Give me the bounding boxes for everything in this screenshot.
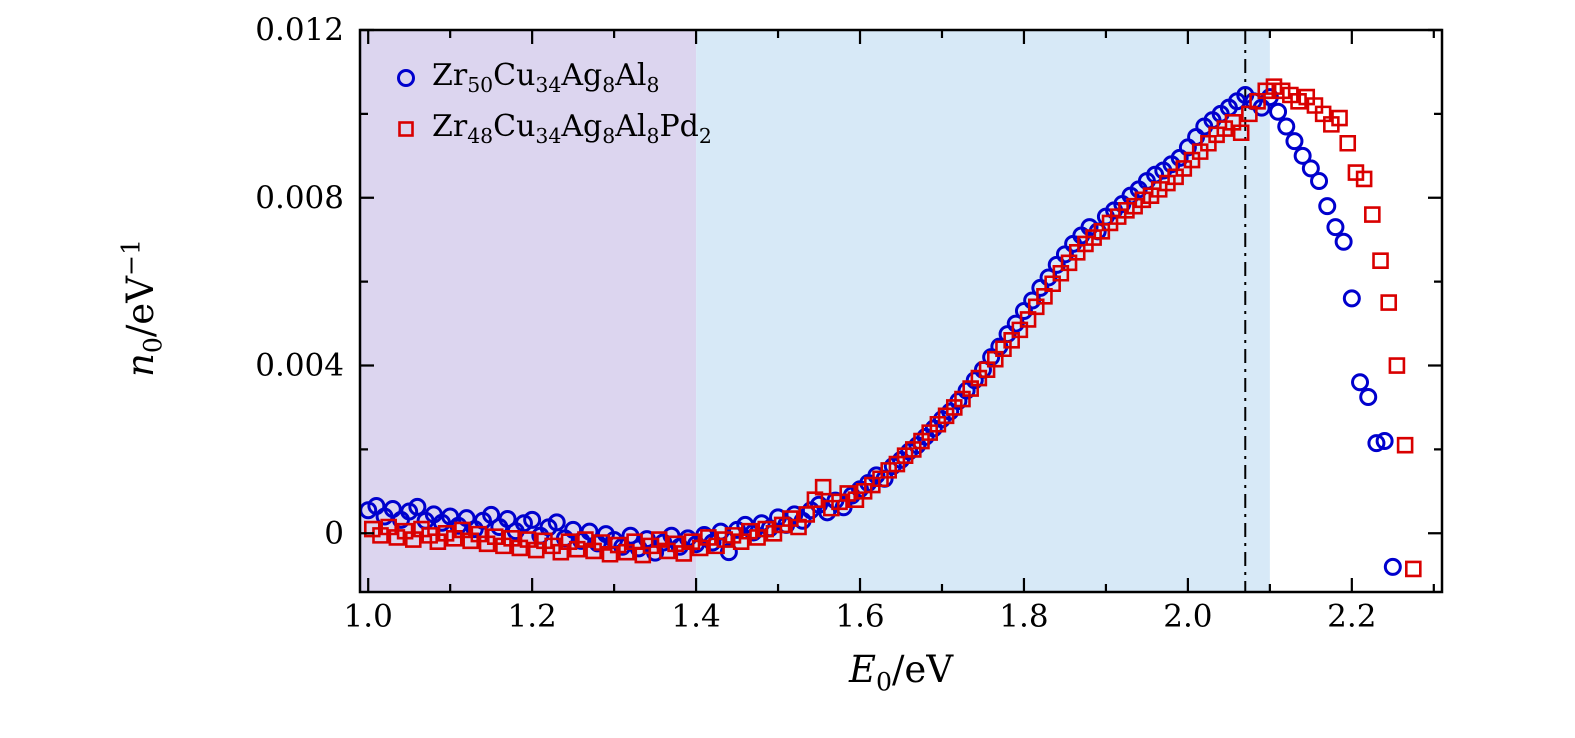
x-tick-label: 1.6 [835, 598, 884, 634]
y-tick-label: 0 [324, 515, 344, 551]
series-1-markers [359, 86, 1402, 576]
legend-label-1: Zr50Cu34Ag8Al8 [432, 58, 660, 97]
x-tick-label: 2.0 [1163, 598, 1212, 634]
y-axis-title: n0/eV−1 [117, 239, 168, 377]
x-axis-title-subscript: 0 [875, 667, 892, 697]
y-axis-title-subscript: 0 [138, 337, 168, 354]
legend-label-2: Zr48Cu34Ag8Al8Pd2 [432, 109, 712, 149]
legend-circle-glyph [397, 68, 415, 87]
y-axis-title-superscript: −1 [116, 238, 146, 277]
legend-square-marker-icon [398, 121, 414, 138]
x-tick-label: 1.0 [344, 598, 393, 634]
x-tick-label: 1.8 [999, 598, 1048, 634]
x-axis-title-variable: E [848, 648, 876, 691]
plot-frame [358, 28, 1444, 594]
x-tick-label: 2.2 [1327, 598, 1376, 634]
x-axis-title: E0/eV [360, 648, 1442, 696]
legend-item-2: Zr48Cu34Ag8Al8Pd2 [392, 109, 712, 148]
legend-square-glyph [398, 121, 414, 138]
legend: Zr50Cu34Ag8Al8 Zr48Cu34Ag8Al8Pd2 [392, 58, 712, 149]
y-axis-title-variable: n [118, 353, 162, 378]
x-tick-label: 1.4 [671, 598, 720, 634]
y-tick-label: 0.012 [255, 12, 344, 48]
y-tick-label: 0.008 [255, 180, 344, 216]
series-2-markers [363, 78, 1422, 578]
x-tick-label: 1.2 [507, 598, 556, 634]
y-tick-label: 0.004 [255, 348, 344, 384]
legend-circle-marker-icon [397, 68, 415, 87]
background-region-2 [696, 30, 1270, 592]
legend-item-1: Zr50Cu34Ag8Al8 [392, 58, 712, 97]
y-axis-title-units: /eV [118, 276, 162, 338]
x-axis-title-units: /eV [891, 648, 954, 691]
axis-ticks [360, 28, 1442, 592]
